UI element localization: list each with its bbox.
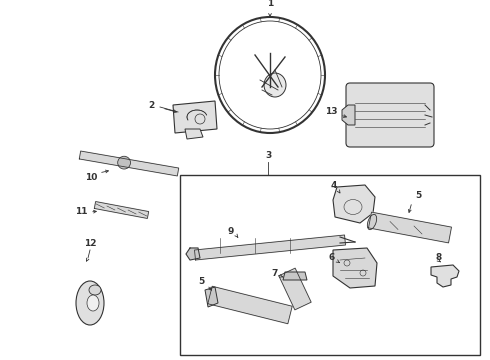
Polygon shape xyxy=(208,286,292,324)
FancyBboxPatch shape xyxy=(346,83,434,147)
Polygon shape xyxy=(205,287,218,307)
Ellipse shape xyxy=(87,295,99,311)
Ellipse shape xyxy=(264,73,286,97)
Polygon shape xyxy=(283,272,307,280)
Polygon shape xyxy=(186,248,200,260)
Polygon shape xyxy=(333,185,375,223)
Polygon shape xyxy=(95,202,148,219)
Text: 5: 5 xyxy=(198,278,204,287)
Polygon shape xyxy=(333,248,377,288)
Bar xyxy=(180,175,480,355)
Text: 7: 7 xyxy=(271,270,278,279)
Text: 9: 9 xyxy=(228,228,234,237)
Text: 5: 5 xyxy=(415,192,421,201)
Text: 6: 6 xyxy=(329,253,335,262)
Polygon shape xyxy=(342,105,355,125)
Polygon shape xyxy=(173,101,217,133)
Polygon shape xyxy=(431,265,459,287)
Ellipse shape xyxy=(76,281,104,325)
Ellipse shape xyxy=(89,285,101,295)
Polygon shape xyxy=(185,129,203,139)
Circle shape xyxy=(118,156,130,169)
Ellipse shape xyxy=(368,214,377,230)
Text: 1: 1 xyxy=(267,0,273,8)
Polygon shape xyxy=(279,268,311,310)
Text: 11: 11 xyxy=(75,207,88,216)
Polygon shape xyxy=(195,235,345,260)
Text: 13: 13 xyxy=(325,108,338,117)
Text: 4: 4 xyxy=(331,181,337,190)
Text: 12: 12 xyxy=(84,239,96,248)
Text: 8: 8 xyxy=(435,252,441,261)
Polygon shape xyxy=(79,151,179,176)
Text: 10: 10 xyxy=(85,172,97,181)
Text: 3: 3 xyxy=(265,151,271,160)
Text: 2: 2 xyxy=(148,100,154,109)
Polygon shape xyxy=(368,212,451,243)
